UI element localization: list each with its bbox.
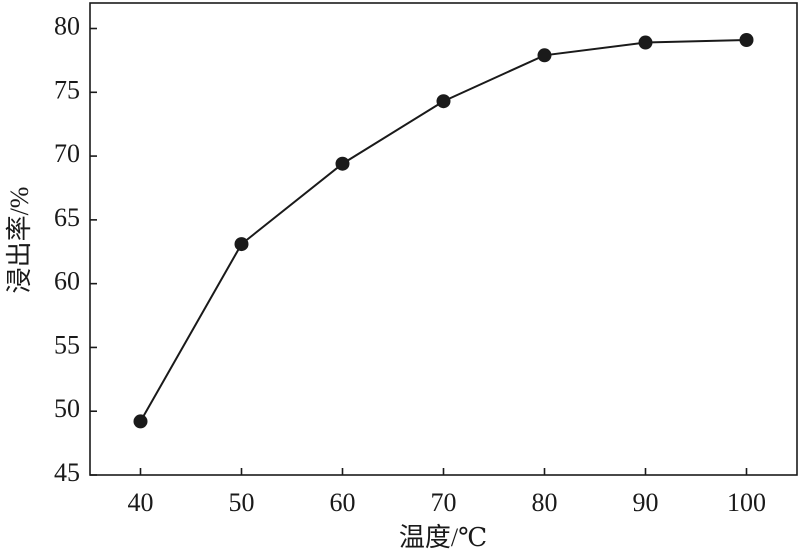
x-tick-label: 70 xyxy=(431,488,457,517)
y-tick-label: 65 xyxy=(54,203,80,232)
x-tick-label: 40 xyxy=(128,488,154,517)
data-point xyxy=(133,414,148,429)
data-point xyxy=(436,94,451,109)
x-tick-label: 100 xyxy=(727,488,766,517)
data-point xyxy=(739,32,754,47)
y-tick-label: 55 xyxy=(54,330,80,359)
y-tick-label: 70 xyxy=(54,139,80,168)
y-tick-label: 80 xyxy=(54,11,80,40)
x-axis-label: 温度/℃ xyxy=(399,523,487,552)
y-tick-label: 75 xyxy=(54,75,80,104)
x-tick-label: 90 xyxy=(633,488,659,517)
data-point xyxy=(537,48,552,63)
x-tick-label: 80 xyxy=(532,488,558,517)
y-tick-label: 45 xyxy=(54,458,80,487)
x-tick-label: 50 xyxy=(229,488,255,517)
y-axis-label: 浸出率/% xyxy=(5,187,34,294)
x-tick-label: 60 xyxy=(330,488,356,517)
y-tick-label: 60 xyxy=(54,267,80,296)
y-tick-label: 50 xyxy=(54,394,80,423)
data-point xyxy=(335,156,350,171)
plot-frame xyxy=(89,2,798,476)
data-point xyxy=(234,237,249,252)
data-point xyxy=(638,35,653,50)
